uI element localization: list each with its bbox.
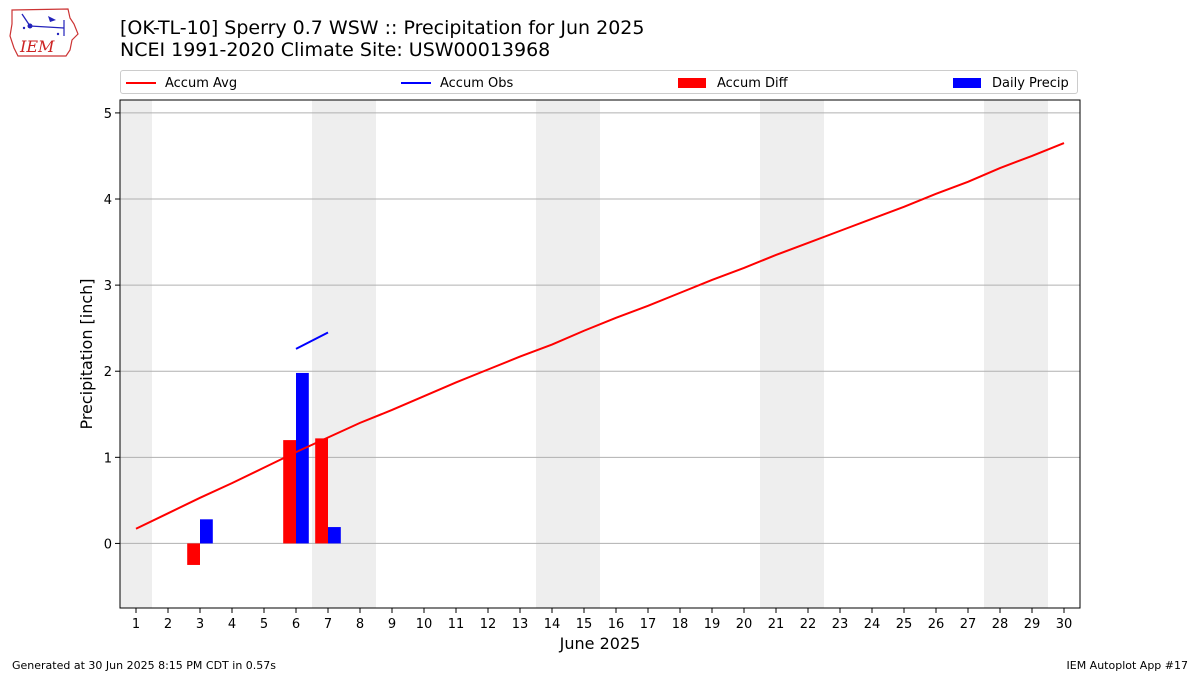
bar-daily-precip — [200, 519, 213, 544]
x-tick-label: 9 — [388, 617, 396, 632]
legend-item-accum-avg: Accum Avg — [126, 74, 237, 92]
x-tick-label: 6 — [292, 617, 300, 632]
x-tick-label: 28 — [992, 617, 1009, 632]
line-accum-obs — [295, 331, 329, 350]
legend-swatch-accum-obs — [401, 82, 431, 84]
x-tick-label: 14 — [544, 617, 561, 632]
weekend-band — [760, 100, 824, 608]
chart-title: [OK-TL-10] Sperry 0.7 WSW :: Precipitati… — [120, 17, 645, 39]
y-tick-label: 1 — [104, 451, 112, 466]
x-tick-label: 2 — [164, 617, 172, 632]
y-tick-label: 3 — [104, 279, 112, 294]
legend-swatch-daily-precip — [953, 78, 981, 88]
y-tick-label: 4 — [104, 193, 112, 208]
x-tick-label: 25 — [896, 617, 913, 632]
x-tick-label: 5 — [260, 617, 268, 632]
plot-frame — [119, 99, 1081, 609]
legend-item-accum-diff: Accum Diff — [678, 74, 788, 92]
x-tick-label: 20 — [736, 617, 753, 632]
legend-label-accum-obs: Accum Obs — [440, 75, 514, 91]
legend-item-accum-obs: Accum Obs — [401, 74, 513, 92]
x-tick-label: 1 — [132, 617, 140, 632]
x-tick-label: 29 — [1024, 617, 1041, 632]
x-tick-label: 24 — [864, 617, 881, 632]
x-tick-label: 13 — [512, 617, 529, 632]
x-tick-label: 17 — [640, 617, 657, 632]
x-tick-label: 16 — [608, 617, 625, 632]
bar-accum-diff — [187, 543, 200, 565]
weekend-band — [120, 100, 152, 608]
y-tick-label: 0 — [104, 537, 112, 552]
legend-label-daily-precip: Daily Precip — [992, 75, 1069, 91]
x-tick-label: 12 — [480, 617, 497, 632]
line-accum-avg — [135, 142, 1065, 530]
legend-swatch-accum-avg — [126, 82, 156, 84]
footer-app: IEM Autoplot App #17 — [1066, 659, 1189, 672]
x-tick-label: 15 — [576, 617, 593, 632]
bar-daily-precip — [328, 527, 341, 544]
x-tick-label: 7 — [324, 617, 332, 632]
x-tick-label: 4 — [228, 617, 236, 632]
x-tick-label: 10 — [416, 617, 433, 632]
bar-daily-precip — [296, 372, 309, 544]
x-axis-label: June 2025 — [559, 634, 641, 653]
x-tick-label: 27 — [960, 617, 977, 632]
y-tick-label: 2 — [104, 365, 112, 380]
logo-text: IEM — [19, 37, 55, 56]
y-axis-label: Precipitation [inch] — [77, 278, 96, 429]
iem-logo: IEM — [9, 8, 79, 57]
x-tick-label: 19 — [704, 617, 721, 632]
x-tick-label: 11 — [448, 617, 465, 632]
x-tick-label: 18 — [672, 617, 689, 632]
legend: Accum Avg Accum Obs Accum Diff Daily Pre… — [120, 70, 1078, 94]
x-tick-label: 30 — [1056, 617, 1073, 632]
weekend-band — [536, 100, 600, 608]
y-tick-label: 5 — [104, 107, 112, 122]
bar-accum-diff — [315, 438, 328, 544]
chart-subtitle: NCEI 1991-2020 Climate Site: USW00013968 — [120, 39, 551, 61]
x-tick-label: 8 — [356, 617, 364, 632]
x-tick-label: 26 — [928, 617, 945, 632]
x-tick-label: 22 — [800, 617, 817, 632]
x-tick-label: 3 — [196, 617, 204, 632]
bar-accum-diff — [283, 440, 296, 544]
weekend-band — [984, 100, 1048, 608]
legend-swatch-accum-diff — [678, 78, 706, 88]
x-tick-label: 21 — [768, 617, 785, 632]
legend-item-daily-precip: Daily Precip — [953, 74, 1069, 92]
x-tick-label: 23 — [832, 617, 849, 632]
legend-label-accum-diff: Accum Diff — [717, 75, 788, 91]
footer-generated: Generated at 30 Jun 2025 8:15 PM CDT in … — [12, 659, 277, 672]
legend-label-accum-avg: Accum Avg — [165, 75, 238, 91]
